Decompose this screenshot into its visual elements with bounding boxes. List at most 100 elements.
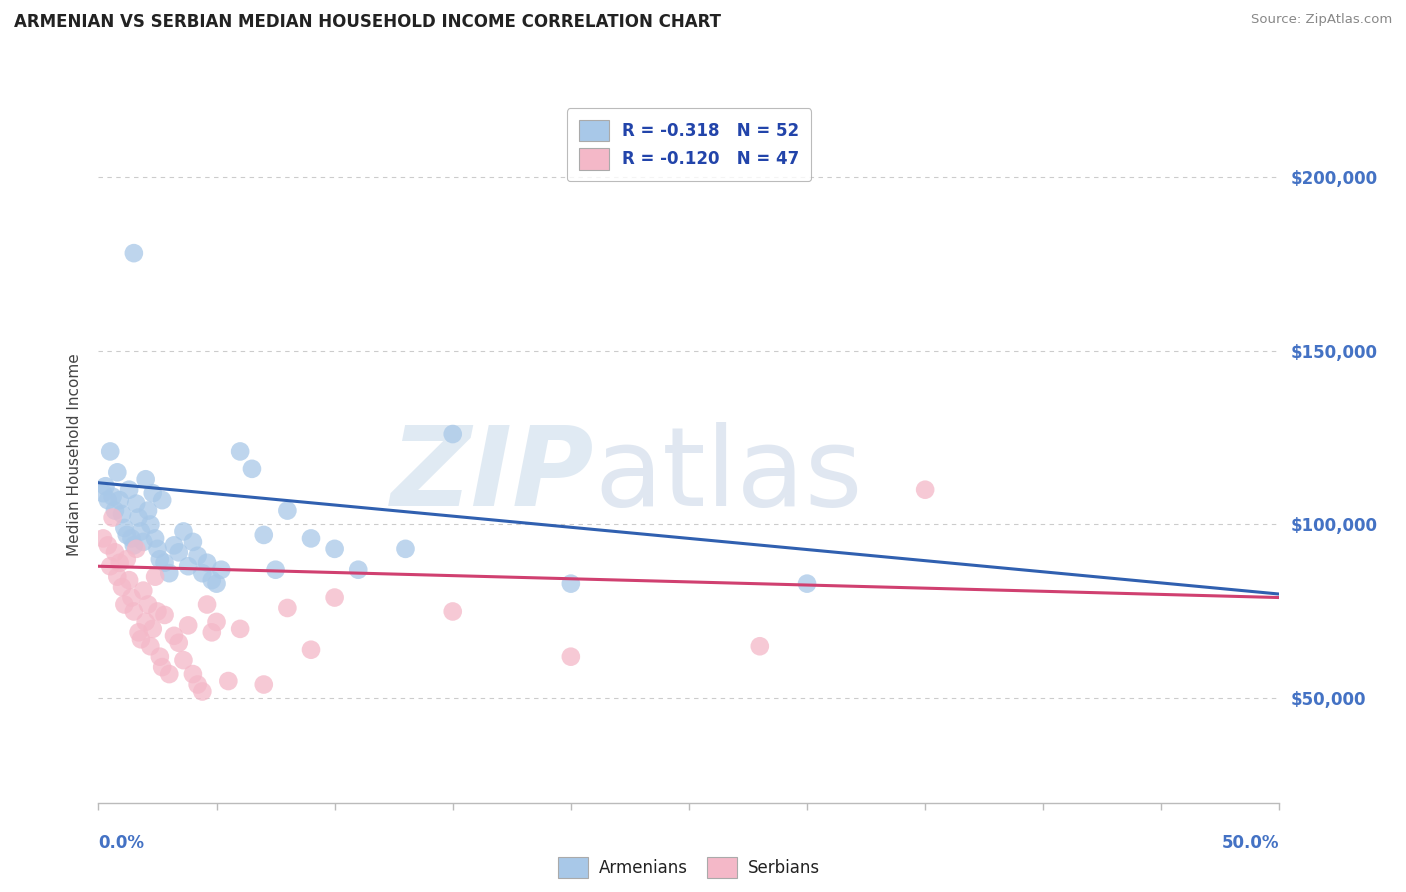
Point [118, 573, 141, 587]
Point [98, 559, 121, 574]
Point [560, 649, 582, 664]
Point [121, 591, 143, 605]
Point [136, 598, 159, 612]
Point [153, 556, 176, 570]
Point [205, 576, 228, 591]
Point [276, 601, 298, 615]
Point [253, 528, 276, 542]
Point [125, 497, 148, 511]
Point [150, 493, 173, 508]
Point [229, 622, 252, 636]
Point [108, 556, 131, 570]
Text: Source: ZipAtlas.com: Source: ZipAtlas.com [1251, 13, 1392, 27]
Point [394, 541, 416, 556]
Point [177, 559, 200, 574]
Point [128, 625, 150, 640]
Point [136, 503, 159, 517]
Point [115, 528, 138, 542]
Point [135, 615, 157, 629]
Point [139, 517, 162, 532]
Point [172, 653, 194, 667]
Point [167, 636, 190, 650]
Point [181, 667, 204, 681]
Point [796, 576, 818, 591]
Point [129, 632, 152, 647]
Point [101, 490, 124, 504]
Point [125, 541, 148, 556]
Point [97, 538, 120, 552]
Y-axis label: Median Household Income: Median Household Income [67, 353, 83, 557]
Point [98, 444, 121, 458]
Point [142, 622, 165, 636]
Point [191, 684, 214, 698]
Point [105, 570, 128, 584]
Point [101, 510, 124, 524]
Point [122, 246, 145, 260]
Point [112, 521, 135, 535]
Point [111, 507, 134, 521]
Point [240, 462, 263, 476]
Point [205, 615, 228, 629]
Point [187, 677, 209, 691]
Point [97, 493, 120, 508]
Point [195, 556, 218, 570]
Text: ARMENIAN VS SERBIAN MEDIAN HOUSEHOLD INCOME CORRELATION CHART: ARMENIAN VS SERBIAN MEDIAN HOUSEHOLD INC… [14, 13, 721, 31]
Point [143, 570, 166, 584]
Point [91, 532, 114, 546]
Point [191, 566, 214, 581]
Point [139, 639, 162, 653]
Point [209, 563, 232, 577]
Point [105, 466, 128, 480]
Point [201, 625, 224, 640]
Text: ZIP: ZIP [391, 422, 595, 529]
Point [217, 674, 239, 689]
Point [560, 576, 582, 591]
Point [229, 444, 252, 458]
Point [94, 479, 117, 493]
Point [201, 573, 224, 587]
Point [177, 618, 200, 632]
Point [441, 605, 464, 619]
Point [172, 524, 194, 539]
Point [299, 532, 322, 546]
Point [122, 538, 145, 552]
Point [143, 532, 166, 546]
Point [135, 472, 157, 486]
Point [128, 510, 150, 524]
Point [323, 541, 346, 556]
Point [748, 639, 770, 653]
Point [149, 649, 172, 664]
Point [163, 538, 186, 552]
Point [146, 605, 169, 619]
Point [163, 629, 186, 643]
Point [441, 427, 464, 442]
Point [132, 534, 155, 549]
Point [132, 583, 155, 598]
Point [146, 541, 169, 556]
Point [157, 667, 180, 681]
Point [104, 545, 127, 559]
Point [122, 605, 145, 619]
Point [276, 503, 298, 517]
Point [167, 545, 190, 559]
Point [323, 591, 346, 605]
Point [149, 552, 172, 566]
Point [115, 552, 138, 566]
Text: 0.0%: 0.0% [98, 834, 145, 852]
Text: atlas: atlas [595, 422, 863, 529]
Point [195, 598, 218, 612]
Point [121, 532, 143, 546]
Point [253, 677, 276, 691]
Point [187, 549, 209, 563]
Point [914, 483, 936, 497]
Point [153, 607, 176, 622]
Point [181, 534, 204, 549]
Point [118, 483, 141, 497]
Point [108, 493, 131, 508]
Point [104, 503, 127, 517]
Point [347, 563, 370, 577]
Legend: Armenians, Serbians: Armenians, Serbians [551, 850, 827, 885]
Point [264, 563, 287, 577]
Point [91, 486, 114, 500]
Point [299, 642, 322, 657]
